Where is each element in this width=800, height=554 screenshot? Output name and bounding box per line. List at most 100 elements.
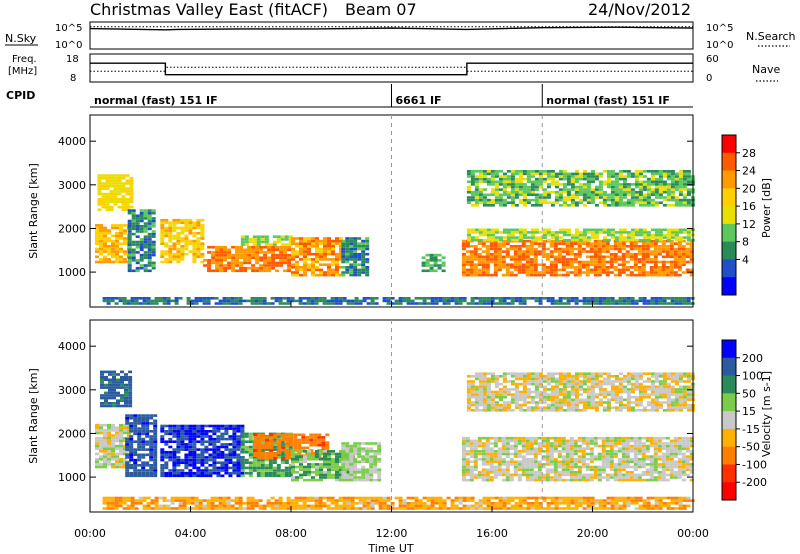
data-cell-8 [461,447,466,450]
data-cell-3 [168,445,173,449]
data-cell-9 [569,266,574,269]
data-cell-11 [578,177,583,181]
data-cell-7 [361,260,366,264]
data-cell-3 [188,435,193,438]
data-cell-11 [654,170,659,173]
data-cell-10 [574,238,579,242]
data-cell-0 [95,226,99,230]
data-cell-9 [637,252,642,256]
data-cell-8 [481,452,486,456]
data-cell-2 [135,251,140,254]
data-cell-9 [589,268,594,272]
data-cell-6 [331,250,335,253]
data-cell-1 [121,182,126,185]
data-cell-12 [394,302,399,305]
data-cell-2 [145,416,150,420]
data-cell-9 [601,266,606,269]
data-cell-2 [139,256,144,259]
data-cell-7 [349,239,354,243]
data-cell-4 [240,432,245,436]
data-cell-10 [638,228,643,232]
data-cell-3 [212,440,217,443]
data-cell-8 [593,442,598,445]
data-cell-2 [133,419,138,423]
data-cell-3 [192,424,197,428]
data-cell-1 [117,182,122,185]
data-cell-11 [510,180,515,184]
data-cell-11 [562,175,567,178]
data-cell-4 [271,264,276,267]
data-cell-1 [117,174,122,177]
data-cell-8 [561,468,566,471]
data-cell-12 [638,299,643,303]
data-cell-2 [151,251,156,254]
data-cell-5 [313,436,318,439]
data-cell-9 [677,258,682,261]
data-cell-8 [489,463,494,466]
data-cell-11 [638,172,643,176]
data-cell-8 [569,439,574,443]
data-cell-11 [618,183,623,186]
data-cell-11 [626,193,631,197]
data-cell-12 [370,297,375,300]
data-cell-7 [357,460,362,464]
data-cell-3 [164,464,169,467]
data-cell-10 [586,228,591,232]
data-cell-8 [625,471,630,474]
data-cell-9 [485,247,490,251]
data-cell-7 [341,471,346,474]
data-cell-11 [650,170,655,173]
data-cell-2 [151,261,156,265]
data-cell-12 [118,297,123,300]
data-cell-1 [100,386,104,389]
data-cell-0 [119,442,123,445]
data-cell-12 [146,302,151,305]
data-cell-10 [510,231,515,234]
data-cell-11 [474,201,479,204]
data-cell-11 [558,198,563,202]
data-cell-3 [200,231,205,235]
data-cell-2 [129,422,134,425]
data-cell-6 [311,242,315,245]
data-cell-9 [633,255,638,259]
data-cell-7 [349,471,354,474]
data-cell-8 [561,457,566,461]
data-cell-4 [219,245,224,249]
data-cell-3 [216,453,221,457]
data-cell-9 [477,263,482,266]
data-cell-12 [622,297,627,300]
data-cell-1 [124,396,128,400]
data-cell-11 [570,172,575,176]
data-cell-8 [429,266,434,270]
data-cell-5 [277,438,282,442]
data-cell-11 [618,172,623,176]
data-cell-8 [553,439,558,443]
data-cell-9 [521,266,526,269]
data-cell-6 [291,465,295,469]
data-cell-8 [581,476,586,479]
data-cell-12 [146,299,151,303]
data-cell-3 [232,450,237,454]
data-cell-5 [252,235,257,238]
data-cell-9 [617,242,622,245]
data-cell-11 [618,201,623,204]
data-cell-11 [626,170,631,173]
data-cell-11 [518,198,523,202]
data-cell-10 [674,233,679,237]
data-cell-9 [657,271,662,274]
data-cell-8 [505,471,510,474]
data-cell-11 [542,198,547,202]
data-cell-9 [613,255,618,259]
data-cell-4 [215,266,220,270]
data-cell-7 [353,242,358,245]
data-cell-11 [630,188,635,191]
data-cell-7 [373,455,378,458]
data-cell-9 [677,252,682,256]
data-cell-12 [330,299,335,303]
data-cell-4 [240,464,245,467]
data-cell-9 [553,273,558,277]
data-cell-6 [303,271,307,274]
data-cell-0 [103,457,107,461]
data-cell-2 [145,427,150,430]
data-cell-7 [357,247,362,251]
